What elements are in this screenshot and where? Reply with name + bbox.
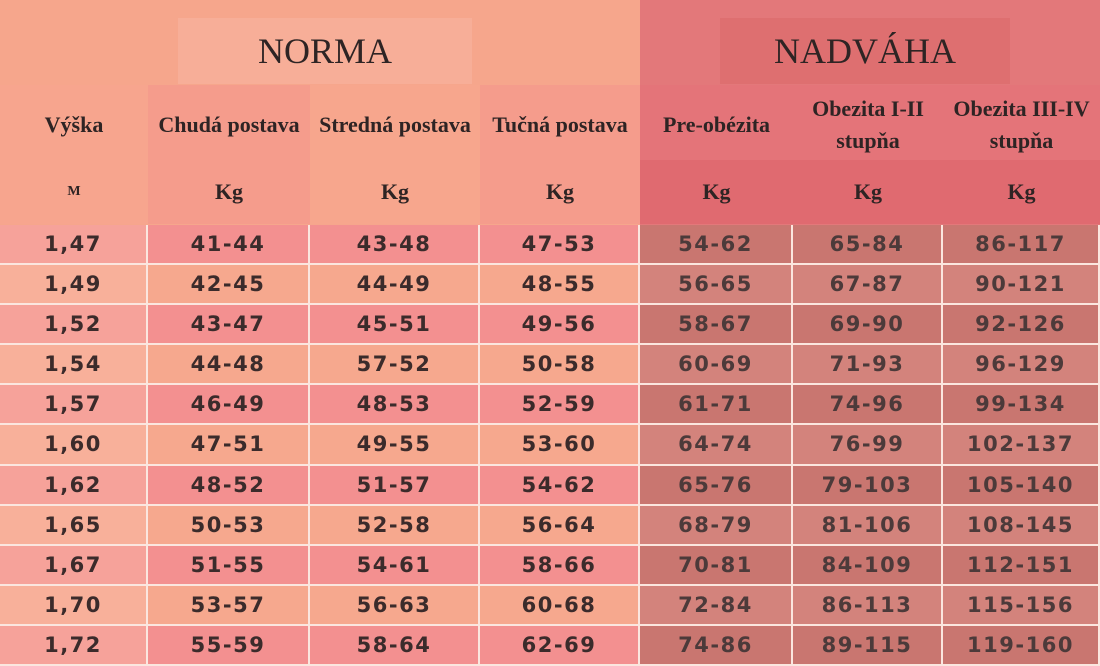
table-cell: 74-96 (793, 385, 943, 426)
table-cell: 119-160 (943, 625, 1100, 666)
table-cell: 50-53 (148, 505, 310, 546)
table-cell: 50-58 (480, 345, 640, 386)
table-cell: 86-113 (793, 585, 943, 626)
table-cell: 47-53 (480, 225, 640, 266)
table-cell: 61-71 (640, 385, 793, 426)
column-header: Tučná postava (480, 85, 640, 165)
table-cell: 54-62 (640, 225, 793, 266)
table-cell: 64-74 (640, 425, 793, 466)
table-cell: 42-45 (148, 265, 310, 306)
table-cell: 48-53 (310, 385, 480, 426)
table-cell: 57-52 (310, 345, 480, 386)
table-cell: 102-137 (943, 425, 1100, 466)
table-cell: 1,60 (0, 425, 148, 466)
table-cell: 43-48 (310, 225, 480, 266)
table-cell: 74-86 (640, 625, 793, 666)
unit-label: Kg (310, 160, 480, 224)
table-cell: 53-60 (480, 425, 640, 466)
table-cell: 70-81 (640, 545, 793, 586)
group-title: NADVÁHA (720, 18, 1010, 84)
table-cell: 65-84 (793, 225, 943, 266)
unit-label: Kg (148, 160, 310, 224)
group-title: NORMA (178, 18, 472, 84)
table-cell: 54-61 (310, 545, 480, 586)
table-cell: 96-129 (943, 345, 1100, 386)
column-header: Výška (0, 85, 148, 165)
table-cell: 44-48 (148, 345, 310, 386)
table-cell: 55-59 (148, 625, 310, 666)
table-cell: 51-57 (310, 465, 480, 506)
table-cell: 1,54 (0, 345, 148, 386)
table-cell: 52-59 (480, 385, 640, 426)
table-cell: 1,57 (0, 385, 148, 426)
table-cell: 43-47 (148, 305, 310, 346)
table-cell: 108-145 (943, 505, 1100, 546)
table-cell: 69-90 (793, 305, 943, 346)
table-cell: 90-121 (943, 265, 1100, 306)
table-cell: 105-140 (943, 465, 1100, 506)
unit-label: M (0, 160, 148, 224)
table-cell: 56-65 (640, 265, 793, 306)
table-cell: 58-66 (480, 545, 640, 586)
table-cell: 58-67 (640, 305, 793, 346)
column-header: Obezita III-IV stupňa (943, 85, 1100, 165)
table-cell: 53-57 (148, 585, 310, 626)
table-cell: 99-134 (943, 385, 1100, 426)
column-header: Pre-obézita (640, 85, 793, 165)
table-cell: 52-58 (310, 505, 480, 546)
table-cell: 1,70 (0, 585, 148, 626)
table-cell: 1,67 (0, 545, 148, 586)
table-cell: 44-49 (310, 265, 480, 306)
table-cell: 47-51 (148, 425, 310, 466)
table-cell: 76-99 (793, 425, 943, 466)
table-cell: 112-151 (943, 545, 1100, 586)
table-cell: 48-55 (480, 265, 640, 306)
table-cell: 68-79 (640, 505, 793, 546)
table-cell: 115-156 (943, 585, 1100, 626)
table-cell: 1,52 (0, 305, 148, 346)
table-cell: 72-84 (640, 585, 793, 626)
table-cell: 92-126 (943, 305, 1100, 346)
table-cell: 89-115 (793, 625, 943, 666)
table-cell: 56-64 (480, 505, 640, 546)
table-cell: 54-62 (480, 465, 640, 506)
unit-label: Kg (793, 160, 943, 224)
column-header: Stredná postava (310, 85, 480, 165)
column-header: Obezita I-II stupňa (793, 85, 943, 165)
unit-label: Kg (480, 160, 640, 224)
table-cell: 86-117 (943, 225, 1100, 266)
table-cell: 71-93 (793, 345, 943, 386)
table-cell: 49-56 (480, 305, 640, 346)
table-cell: 48-52 (148, 465, 310, 506)
table-cell: 60-69 (640, 345, 793, 386)
table-cell: 1,62 (0, 465, 148, 506)
table-cell: 1,49 (0, 265, 148, 306)
table-cell: 84-109 (793, 545, 943, 586)
table-cell: 58-64 (310, 625, 480, 666)
table-cell: 1,72 (0, 625, 148, 666)
table-cell: 81-106 (793, 505, 943, 546)
table-cell: 41-44 (148, 225, 310, 266)
table-cell: 45-51 (310, 305, 480, 346)
column-header: Chudá postava (148, 85, 310, 165)
table-cell: 65-76 (640, 465, 793, 506)
table-cell: 60-68 (480, 585, 640, 626)
table-cell: 1,47 (0, 225, 148, 266)
table-cell: 46-49 (148, 385, 310, 426)
table-cell: 51-55 (148, 545, 310, 586)
table-cell: 1,65 (0, 505, 148, 546)
table-cell: 62-69 (480, 625, 640, 666)
table-cell: 56-63 (310, 585, 480, 626)
table-cell: 67-87 (793, 265, 943, 306)
table-cell: 79-103 (793, 465, 943, 506)
table-cell: 49-55 (310, 425, 480, 466)
unit-label: Kg (640, 160, 793, 224)
unit-label: Kg (943, 160, 1100, 224)
